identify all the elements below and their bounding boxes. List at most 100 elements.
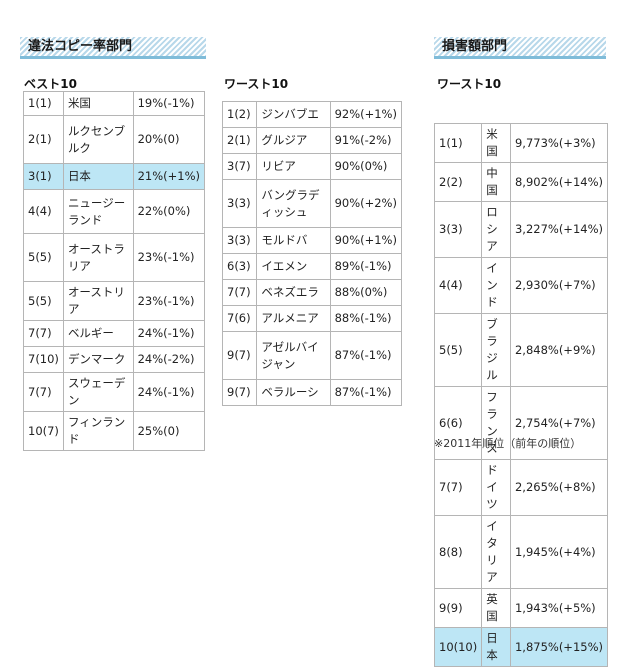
rate-cell: 24%(-2%) bbox=[132, 346, 206, 373]
illegal-copy-rate-section-title: 違法コピー率部門 bbox=[20, 37, 206, 59]
rank-cell: 1(1) bbox=[23, 91, 64, 116]
table-row: 9(7) アゼルバイジャン 87%(-1%) bbox=[221, 331, 403, 380]
rank-cell: 6(6) bbox=[433, 386, 483, 460]
rate-cell: 91%(-2%) bbox=[329, 127, 403, 154]
table-row: 9(7) ベラルーシ 87%(-1%) bbox=[221, 379, 403, 406]
country-cell: オーストラリア bbox=[62, 233, 134, 282]
table-row: 3(3) ロシア 3,227%(+14%) bbox=[433, 201, 609, 258]
rank-cell: 9(7) bbox=[221, 379, 258, 406]
table-row: 4(4) インド 2,930%(+7%) bbox=[433, 257, 609, 314]
rate-cell: 25%(0) bbox=[132, 411, 206, 451]
rate-cell: 89%(-1%) bbox=[329, 253, 403, 280]
country-cell: 中国 bbox=[481, 162, 511, 202]
table-row: 1(1) 米国 9,773%(+3%) bbox=[433, 123, 609, 163]
table-row: 10(10) 日本 1,875%(+15%) bbox=[433, 627, 609, 667]
rate-cell: 87%(-1%) bbox=[329, 379, 403, 406]
rank-cell: 2(1) bbox=[221, 127, 258, 154]
best10-heading: ベスト10 bbox=[24, 77, 77, 91]
table-row: 7(6) アルメニア 88%(-1%) bbox=[221, 305, 403, 332]
table-row: 7(10) デンマーク 24%(-2%) bbox=[23, 346, 206, 373]
country-cell: オーストリア bbox=[62, 281, 134, 321]
country-cell: リビア bbox=[256, 153, 331, 180]
rate-cell: 23%(-1%) bbox=[132, 281, 206, 321]
worst10-rate-table: 1(2) ジンバブエ 92%(+1%) 2(1) グルジア 91%(-2%) 3(7) リビア… bbox=[221, 101, 403, 406]
table-row: 5(5) オーストラリア 23%(-1%) bbox=[23, 233, 206, 282]
rate-cell: 21%(+1%) bbox=[132, 163, 206, 190]
rank-cell: 7(7) bbox=[23, 372, 64, 412]
worst10-rate-heading: ワースト10 bbox=[224, 77, 289, 91]
rank-cell: 3(3) bbox=[433, 201, 483, 258]
rate-cell: 24%(-1%) bbox=[132, 320, 206, 347]
rank-cell: 2(1) bbox=[23, 115, 64, 164]
rank-cell: 1(2) bbox=[221, 101, 258, 128]
country-cell: ニュージーランド bbox=[62, 189, 134, 234]
rate-cell: 87%(-1%) bbox=[329, 331, 403, 380]
rate-cell: 92%(+1%) bbox=[329, 101, 403, 128]
rank-cell: 3(7) bbox=[221, 153, 258, 180]
table-row: 2(1) ルクセンブルク 20%(0) bbox=[23, 115, 206, 164]
best10-table: 1(1) 米国 19%(-1%) 2(1) ルクセンブルク 20%(0) 3(1) 日本 21%… bbox=[23, 91, 206, 451]
country-cell: 日本 bbox=[62, 163, 134, 190]
country-cell: フランス bbox=[481, 386, 511, 460]
country-cell: グルジア bbox=[256, 127, 331, 154]
table-row: 8(8) イタリア 1,945%(+4%) bbox=[433, 515, 609, 589]
rate-cell: 90%(+2%) bbox=[329, 179, 403, 228]
country-cell: バングラディッシュ bbox=[256, 179, 331, 228]
country-cell: インド bbox=[481, 257, 511, 314]
rank-cell: 3(1) bbox=[23, 163, 64, 190]
rate-cell: 1,945%(+4%) bbox=[509, 515, 609, 589]
country-cell: ジンバブエ bbox=[256, 101, 331, 128]
rank-cell: 3(3) bbox=[221, 179, 258, 228]
country-cell: 英国 bbox=[481, 588, 511, 628]
table-row: 3(7) リビア 90%(0%) bbox=[221, 153, 403, 180]
country-cell: ベルギー bbox=[62, 320, 134, 347]
rank-cell: 8(8) bbox=[433, 515, 483, 589]
table-row: 1(1) 米国 19%(-1%) bbox=[23, 91, 206, 116]
table-row: 2(1) グルジア 91%(-2%) bbox=[221, 127, 403, 154]
rank-cell: 10(7) bbox=[23, 411, 64, 451]
rank-cell: 7(10) bbox=[23, 346, 64, 373]
rate-cell: 22%(0%) bbox=[132, 189, 206, 234]
table-row: 2(2) 中国 8,902%(+14%) bbox=[433, 162, 609, 202]
table-row: 6(3) イエメン 89%(-1%) bbox=[221, 253, 403, 280]
rank-cell: 6(3) bbox=[221, 253, 258, 280]
rate-cell: 2,930%(+7%) bbox=[509, 257, 609, 314]
rate-cell: 2,848%(+9%) bbox=[509, 313, 609, 387]
rate-cell: 8,902%(+14%) bbox=[509, 162, 609, 202]
table-row: 4(4) ニュージーランド 22%(0%) bbox=[23, 189, 206, 234]
rank-cell: 5(5) bbox=[23, 281, 64, 321]
rank-cell: 3(3) bbox=[221, 227, 258, 254]
country-cell: ベラルーシ bbox=[256, 379, 331, 406]
table-row: 1(2) ジンバブエ 92%(+1%) bbox=[221, 101, 403, 128]
rank-cell: 9(9) bbox=[433, 588, 483, 628]
rate-cell: 88%(-1%) bbox=[329, 305, 403, 332]
rank-cell: 7(7) bbox=[221, 279, 258, 306]
table-row: 3(3) モルドバ 90%(+1%) bbox=[221, 227, 403, 254]
rank-cell: 7(6) bbox=[221, 305, 258, 332]
rate-cell: 3,227%(+14%) bbox=[509, 201, 609, 258]
rank-cell: 5(5) bbox=[433, 313, 483, 387]
damage-amount-section-title: 損害額部門 bbox=[434, 37, 606, 59]
country-cell: フィンランド bbox=[62, 411, 134, 451]
rank-cell: 1(1) bbox=[433, 123, 483, 163]
rank-cell: 4(4) bbox=[433, 257, 483, 314]
rank-cell: 9(7) bbox=[221, 331, 258, 380]
country-cell: 米国 bbox=[481, 123, 511, 163]
rate-cell: 90%(0%) bbox=[329, 153, 403, 180]
table-row: 9(9) 英国 1,943%(+5%) bbox=[433, 588, 609, 628]
country-cell: スウェーデン bbox=[62, 372, 134, 412]
table-row: 3(3) バングラディッシュ 90%(+2%) bbox=[221, 179, 403, 228]
rank-cell: 5(5) bbox=[23, 233, 64, 282]
country-cell: ロシア bbox=[481, 201, 511, 258]
rank-cell: 7(7) bbox=[23, 320, 64, 347]
table-row: 10(7) フィンランド 25%(0) bbox=[23, 411, 206, 451]
rate-cell: 9,773%(+3%) bbox=[509, 123, 609, 163]
country-cell: イエメン bbox=[256, 253, 331, 280]
table-row: 5(5) ブラジル 2,848%(+9%) bbox=[433, 313, 609, 387]
rate-cell: 24%(-1%) bbox=[132, 372, 206, 412]
table-row: 7(7) ベルギー 24%(-1%) bbox=[23, 320, 206, 347]
table-row: 3(1) 日本 21%(+1%) bbox=[23, 163, 206, 190]
rate-cell: 90%(+1%) bbox=[329, 227, 403, 254]
country-cell: ブラジル bbox=[481, 313, 511, 387]
country-cell: イタリア bbox=[481, 515, 511, 589]
